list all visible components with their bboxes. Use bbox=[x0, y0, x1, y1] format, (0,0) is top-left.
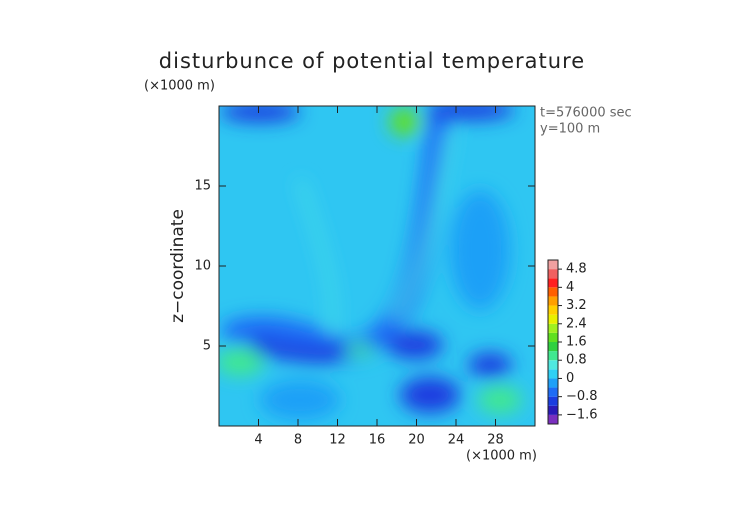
colorbar-band bbox=[548, 314, 558, 324]
colorbar-label: 0.8 bbox=[566, 353, 587, 368]
colorbar-band bbox=[548, 378, 558, 388]
colorbar-band bbox=[548, 360, 558, 370]
colorbar-band bbox=[548, 387, 558, 397]
colorbar-label: 2.4 bbox=[566, 316, 587, 331]
colorbar-label: −1.6 bbox=[566, 407, 598, 422]
y-unit: (×1000 m) bbox=[144, 79, 215, 94]
annotation: y=100 m bbox=[540, 122, 600, 137]
x-tick-label: 8 bbox=[294, 433, 302, 448]
x-tick-label: 12 bbox=[329, 433, 346, 448]
colorbar-band bbox=[548, 414, 558, 424]
y-tick-label: 15 bbox=[194, 179, 211, 194]
annotation: t=576000 sec bbox=[540, 106, 632, 121]
colorbar-band bbox=[548, 305, 558, 315]
colorbar-band bbox=[548, 332, 558, 342]
colorbar-label: −0.8 bbox=[566, 389, 598, 404]
field bbox=[219, 106, 535, 426]
y-tick-label: 10 bbox=[194, 259, 211, 274]
colorbar-label: 3.2 bbox=[566, 298, 587, 313]
x-unit: (×1000 m) bbox=[466, 449, 537, 464]
x-tick-label: 24 bbox=[448, 433, 465, 448]
colorbar-band bbox=[548, 296, 558, 306]
x-tick-label: 16 bbox=[369, 433, 386, 448]
colorbar-label: 4.8 bbox=[566, 262, 587, 277]
x-tick-label: 20 bbox=[408, 433, 425, 448]
colorbar-band bbox=[548, 269, 558, 279]
colorbar-label: 4 bbox=[566, 280, 574, 295]
y-axis-label: z−coordinate bbox=[168, 209, 188, 323]
colorbar-band bbox=[548, 369, 558, 379]
colorbar-band bbox=[548, 260, 558, 270]
x-tick-label: 4 bbox=[254, 433, 262, 448]
colorbar-band bbox=[548, 323, 558, 333]
chart-title: disturbunce of potential temperature bbox=[159, 49, 585, 73]
colorbar-band bbox=[548, 396, 558, 406]
x-tick-label: 28 bbox=[487, 433, 504, 448]
colorbar-band bbox=[548, 351, 558, 361]
y-tick-label: 5 bbox=[203, 339, 211, 354]
colorbar-band bbox=[548, 405, 558, 415]
colorbar-label: 0 bbox=[566, 371, 574, 386]
colorbar-label: 1.6 bbox=[566, 335, 587, 350]
colorbar-band bbox=[548, 342, 558, 352]
colorbar-band bbox=[548, 287, 558, 297]
colorbar-band bbox=[548, 278, 558, 288]
